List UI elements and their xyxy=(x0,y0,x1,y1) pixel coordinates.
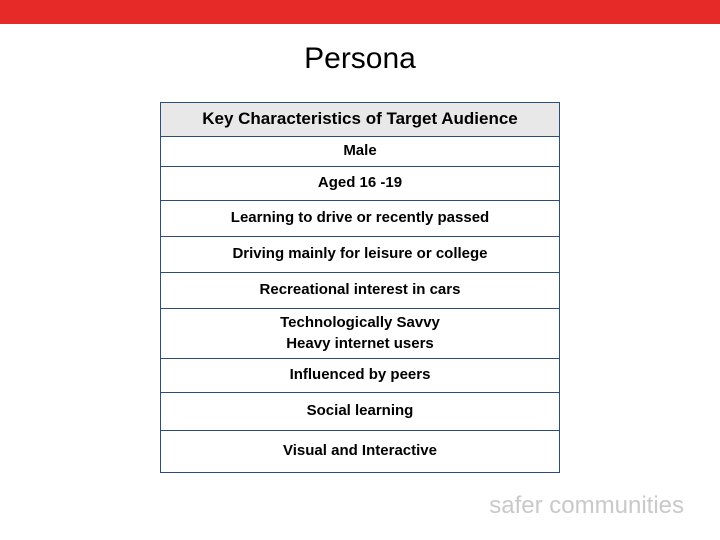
table-cell-text: Social learning xyxy=(307,401,414,421)
table-cell-text: Influenced by peers xyxy=(290,365,431,385)
table-row: Social learning xyxy=(160,393,560,431)
persona-table: Key Characteristics of Target Audience Ma… xyxy=(160,102,560,473)
table-header: Key Characteristics of Target Audience xyxy=(160,102,560,137)
table-cell-text: Heavy internet users xyxy=(286,334,434,354)
table-row: Aged 16 -19 xyxy=(160,167,560,201)
table-row: Influenced by peers xyxy=(160,359,560,393)
table-cell-text: Recreational interest in cars xyxy=(260,280,461,300)
table-cell-text: Driving mainly for leisure or college xyxy=(232,244,487,264)
table-row: Driving mainly for leisure or college xyxy=(160,237,560,273)
slide-title: Persona xyxy=(0,42,720,76)
table-row: Male xyxy=(160,137,560,167)
top-accent-bar xyxy=(0,0,720,24)
table-row: Learning to drive or recently passed xyxy=(160,201,560,237)
table-cell-text: Visual and Interactive xyxy=(283,441,437,461)
table-cell-text: Learning to drive or recently passed xyxy=(231,208,489,228)
table-cell-text: Male xyxy=(343,141,376,161)
table-row: Technologically SavvyHeavy internet user… xyxy=(160,309,560,359)
table-cell-text: Technologically Savvy xyxy=(280,313,440,333)
table-row: Recreational interest in cars xyxy=(160,273,560,309)
footer-tagline: safer communities xyxy=(489,492,684,520)
table-row: Visual and Interactive xyxy=(160,431,560,473)
table-cell-text: Aged 16 -19 xyxy=(318,173,402,193)
